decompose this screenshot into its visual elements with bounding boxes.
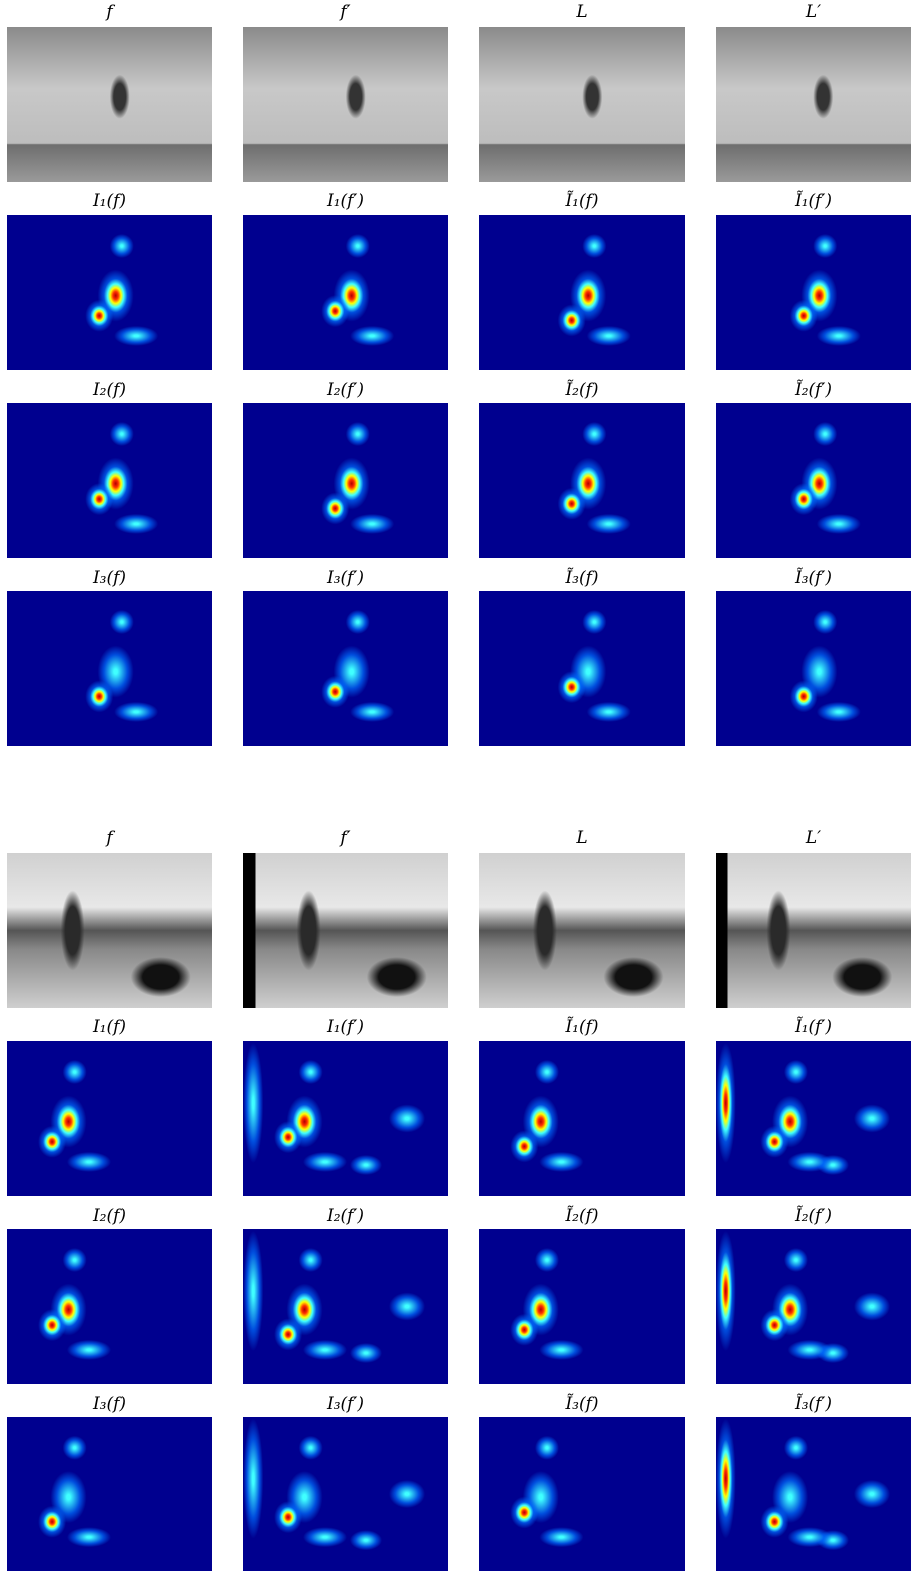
heatmap bbox=[479, 1041, 685, 1196]
heatmap bbox=[716, 1041, 911, 1196]
video-frame bbox=[7, 853, 212, 1008]
panel-label: Ĩ₃(f) bbox=[479, 568, 685, 588]
heatmap bbox=[243, 1417, 448, 1571]
panel-label: Ĩ₃(f) bbox=[479, 1394, 685, 1414]
panel-label: I₂(f′) bbox=[243, 1206, 448, 1226]
panel-label: Ĩ₁(f) bbox=[479, 191, 685, 211]
heatmap bbox=[7, 1041, 212, 1196]
video-frame bbox=[7, 27, 212, 182]
panel-label: I₂(f) bbox=[7, 380, 212, 400]
panel-label: I₃(f′) bbox=[243, 568, 448, 588]
panel-label: I₃(f) bbox=[7, 1394, 212, 1414]
heatmap bbox=[716, 1417, 911, 1571]
heatmap bbox=[243, 1229, 448, 1384]
heatmap bbox=[7, 1417, 212, 1571]
heatmap bbox=[7, 215, 212, 370]
heatmap bbox=[479, 591, 685, 746]
heatmap bbox=[243, 215, 448, 370]
heatmap bbox=[479, 1229, 685, 1384]
heatmap bbox=[479, 1417, 685, 1571]
heatmap bbox=[7, 403, 212, 558]
panel-label: Ĩ₁(f′) bbox=[716, 191, 911, 211]
video-frame bbox=[716, 853, 911, 1008]
panel-label: I₁(f′) bbox=[243, 191, 448, 211]
panel-label: I₂(f′) bbox=[243, 380, 448, 400]
panel-label: Ĩ₂(f) bbox=[479, 1206, 685, 1226]
figure: f f′ L L′ I₁(f) I₁(f′) Ĩ₁(f) Ĩ₁(f′) I₂(f) I₂(f′) Ĩ… bbox=[0, 0, 913, 1571]
panel-label: I₂(f) bbox=[7, 1206, 212, 1226]
video-frame bbox=[479, 27, 685, 182]
video-frame bbox=[243, 27, 448, 182]
panel-label: L′ bbox=[716, 2, 911, 22]
heatmap bbox=[7, 591, 212, 746]
video-frame bbox=[243, 853, 448, 1008]
panel-label: I₁(f) bbox=[7, 1017, 212, 1037]
panel-label: Ĩ₁(f′) bbox=[716, 1017, 911, 1037]
heatmap bbox=[243, 1041, 448, 1196]
heatmap bbox=[716, 591, 911, 746]
panel-label: L bbox=[479, 2, 685, 22]
heatmap bbox=[7, 1229, 212, 1384]
video-frame bbox=[479, 853, 685, 1008]
panel-label: Ĩ₃(f′) bbox=[716, 1394, 911, 1414]
panel-label: f bbox=[7, 828, 212, 848]
video-frame bbox=[716, 27, 911, 182]
panel-label: I₃(f′) bbox=[243, 1394, 448, 1414]
panel-label: Ĩ₂(f′) bbox=[716, 1206, 911, 1226]
heatmap bbox=[243, 591, 448, 746]
heatmap bbox=[716, 403, 911, 558]
panel-label: I₁(f′) bbox=[243, 1017, 448, 1037]
panel-label: Ĩ₂(f′) bbox=[716, 380, 911, 400]
panel-label: I₁(f) bbox=[7, 191, 212, 211]
panel-label: Ĩ₂(f) bbox=[479, 380, 685, 400]
panel-label: f′ bbox=[243, 2, 448, 22]
panel-label: f bbox=[7, 2, 212, 22]
heatmap bbox=[716, 1229, 911, 1384]
panel-label: L′ bbox=[716, 828, 911, 848]
panel-label: Ĩ₃(f′) bbox=[716, 568, 911, 588]
panel-label: f′ bbox=[243, 828, 448, 848]
heatmap bbox=[479, 403, 685, 558]
panel-label: L bbox=[479, 828, 685, 848]
heatmap bbox=[243, 403, 448, 558]
panel-label: Ĩ₁(f) bbox=[479, 1017, 685, 1037]
panel-label: I₃(f) bbox=[7, 568, 212, 588]
heatmap bbox=[716, 215, 911, 370]
heatmap bbox=[479, 215, 685, 370]
